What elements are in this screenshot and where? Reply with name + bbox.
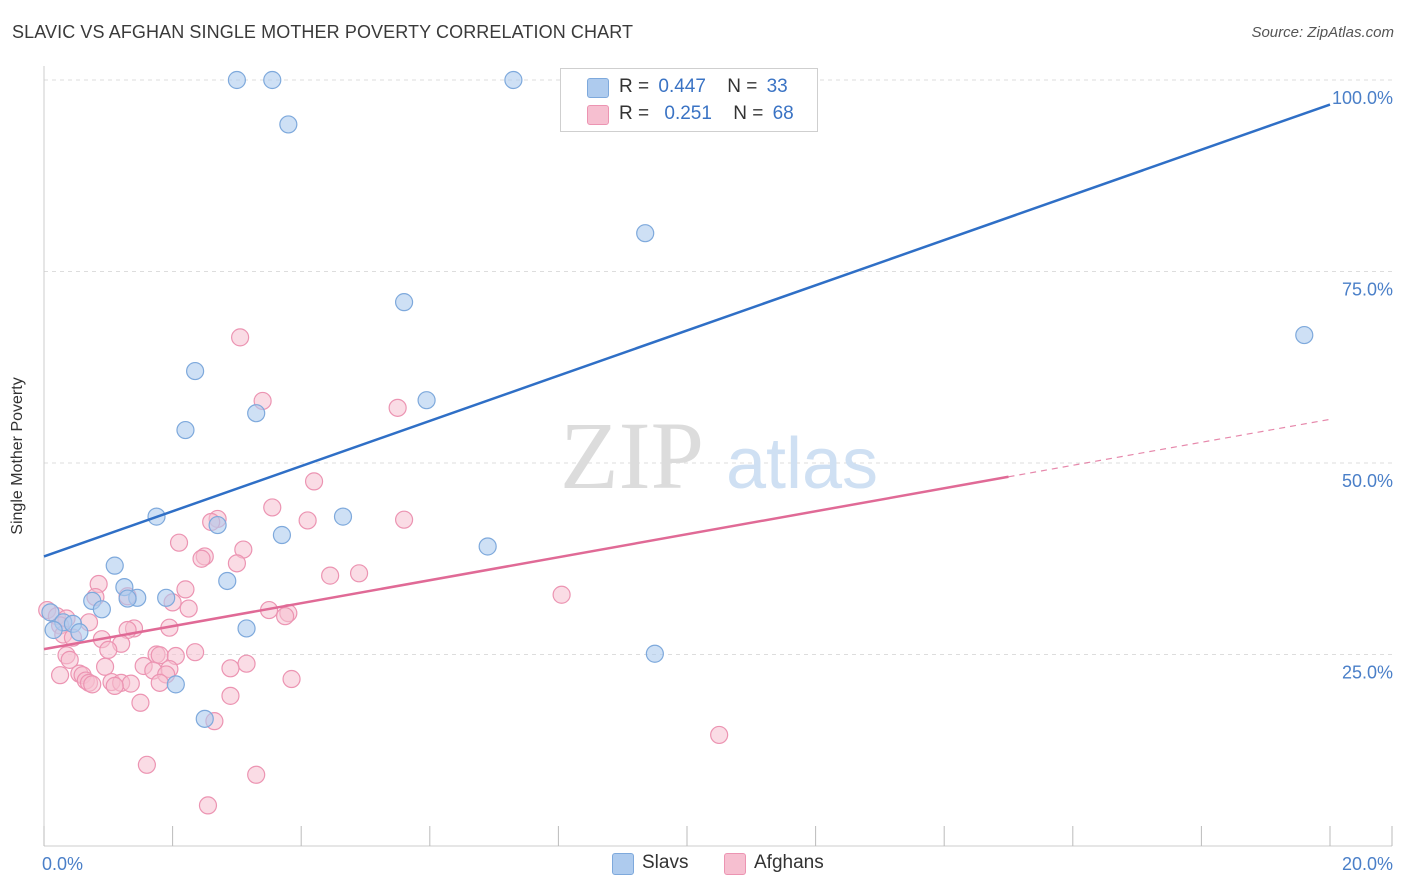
afghans-point: [169, 533, 189, 552]
afghans-legend-label: Afghans: [754, 852, 824, 873]
afghans-trend-extension: [1008, 418, 1331, 478]
slavs-stats: R = 0.447 N = 33: [619, 76, 788, 98]
afghans-point: [221, 686, 240, 705]
afghans-point: [60, 650, 79, 669]
slavs-r-value: 0.447: [658, 76, 706, 97]
slavs-point: [636, 224, 655, 243]
slavs-point: [208, 515, 227, 535]
slavs-point: [504, 70, 523, 90]
slavs-point: [279, 115, 298, 134]
afghans-point: [247, 765, 266, 784]
slavs-n-value: 33: [766, 76, 788, 97]
slavs-point: [247, 404, 266, 423]
slavs-point: [417, 391, 436, 410]
slavs-point: [44, 620, 63, 640]
slavs-point: [227, 70, 246, 90]
afghans-point: [83, 675, 102, 694]
afghans-r-value: 0.251: [664, 103, 712, 124]
slavs-point: [394, 293, 414, 312]
trend-lines: [43, 103, 1331, 651]
slavs-point: [1295, 325, 1314, 345]
slavs-point: [237, 619, 256, 638]
y-tick-label: 25.0%: [1342, 663, 1393, 683]
x-tick-label: 20.0%: [1342, 854, 1393, 874]
slavs-point: [118, 589, 137, 608]
afghans-point: [198, 796, 218, 815]
afghans-point: [231, 328, 250, 347]
grid-lines: [44, 79, 1392, 655]
afghans-point: [99, 640, 118, 660]
afghans-legend-swatch: [724, 853, 746, 875]
afghans-point: [221, 659, 240, 678]
slavs-point: [70, 623, 89, 642]
axes: [43, 66, 1393, 847]
afghans-point: [304, 472, 324, 491]
afghans-point: [186, 643, 205, 662]
source-label: Source: ZipAtlas.com: [1251, 24, 1394, 41]
afghans-r-label: R =: [619, 103, 650, 124]
slavs-n-label: N =: [727, 76, 758, 97]
slavs-points: [41, 70, 1314, 728]
slavs-legend-label: Slavs: [642, 852, 689, 873]
afghans-point: [131, 693, 150, 712]
afghans-point: [388, 398, 407, 417]
slavs-point: [645, 644, 664, 663]
afghans-n-value: 68: [772, 103, 794, 124]
afghans-point: [710, 725, 729, 745]
slavs-point: [218, 571, 237, 591]
slavs-trend-line: [43, 103, 1331, 558]
tick-labels: 25.0% 50.0% 75.0% 100.0% 0.0% 20.0%: [42, 88, 1393, 874]
y-tick-label: 50.0%: [1342, 471, 1393, 491]
afghans-point: [394, 510, 414, 529]
afghans-point: [179, 599, 198, 618]
y-tick-label: 100.0%: [1332, 88, 1393, 108]
afghans-point: [192, 549, 211, 568]
y-tick-label: 75.0%: [1342, 280, 1393, 300]
slavs-point: [478, 537, 497, 556]
slavs-point: [41, 603, 60, 622]
afghans-point: [263, 498, 282, 517]
slavs-swatch: [587, 78, 609, 98]
y-axis-label: Single Mother Poverty: [9, 377, 26, 535]
afghans-point: [137, 755, 156, 774]
afghans-point: [227, 554, 246, 573]
slavs-point: [195, 709, 214, 728]
stats-legend: R = 0.447 N = 33 R = 0.251 N = 68: [560, 68, 818, 132]
afghans-point: [276, 607, 295, 626]
x-tick-label: 0.0%: [42, 854, 83, 874]
afghans-point: [349, 564, 369, 583]
afghans-n-label: N =: [733, 103, 764, 124]
afghans-swatch: [587, 105, 609, 125]
afghans-point: [321, 566, 340, 585]
slavs-point: [263, 70, 282, 90]
slavs-legend-swatch: [612, 853, 634, 875]
afghans-point: [552, 585, 571, 604]
afghans-point: [50, 666, 70, 685]
watermark-zip: ZIP: [560, 402, 704, 509]
afghans-point: [150, 673, 169, 692]
watermark: ZIP atlas: [560, 402, 878, 509]
afghans-point: [237, 654, 256, 673]
afghans-point: [105, 676, 124, 696]
afghans-point: [121, 674, 140, 693]
afghans-point: [176, 580, 195, 599]
chart-title: SLAVIC VS AFGHAN SINGLE MOTHER POVERTY C…: [12, 22, 634, 42]
afghans-stats: R = 0.251 N = 68: [619, 103, 794, 125]
slavs-point: [166, 675, 185, 694]
afghans-point: [282, 669, 301, 689]
afghans-point: [95, 657, 115, 676]
slavs-point: [186, 361, 205, 381]
afghans-trend-line: [43, 475, 1009, 651]
slavs-point: [105, 556, 124, 575]
slavs-point: [176, 420, 195, 440]
slavs-point: [272, 525, 292, 545]
slavs-point: [92, 600, 111, 619]
slavs-point: [157, 588, 176, 607]
watermark-atlas: atlas: [726, 424, 878, 504]
slavs-point: [333, 507, 353, 526]
afghans-point: [298, 511, 317, 530]
slavs-r-label: R =: [619, 76, 650, 97]
